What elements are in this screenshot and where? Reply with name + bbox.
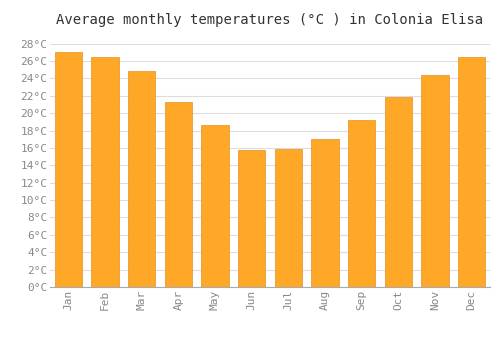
Bar [348, 120, 376, 287]
Bar [54, 52, 82, 287]
Bar [458, 57, 485, 287]
Bar [238, 150, 266, 287]
Bar [164, 102, 192, 287]
Bar [128, 71, 156, 287]
Title: Average monthly temperatures (°C ) in Colonia Elisa: Average monthly temperatures (°C ) in Co… [56, 13, 484, 27]
Bar [384, 97, 412, 287]
Bar [274, 149, 302, 287]
Bar [421, 75, 448, 287]
Bar [201, 125, 229, 287]
Bar [311, 139, 339, 287]
Bar [91, 57, 119, 287]
